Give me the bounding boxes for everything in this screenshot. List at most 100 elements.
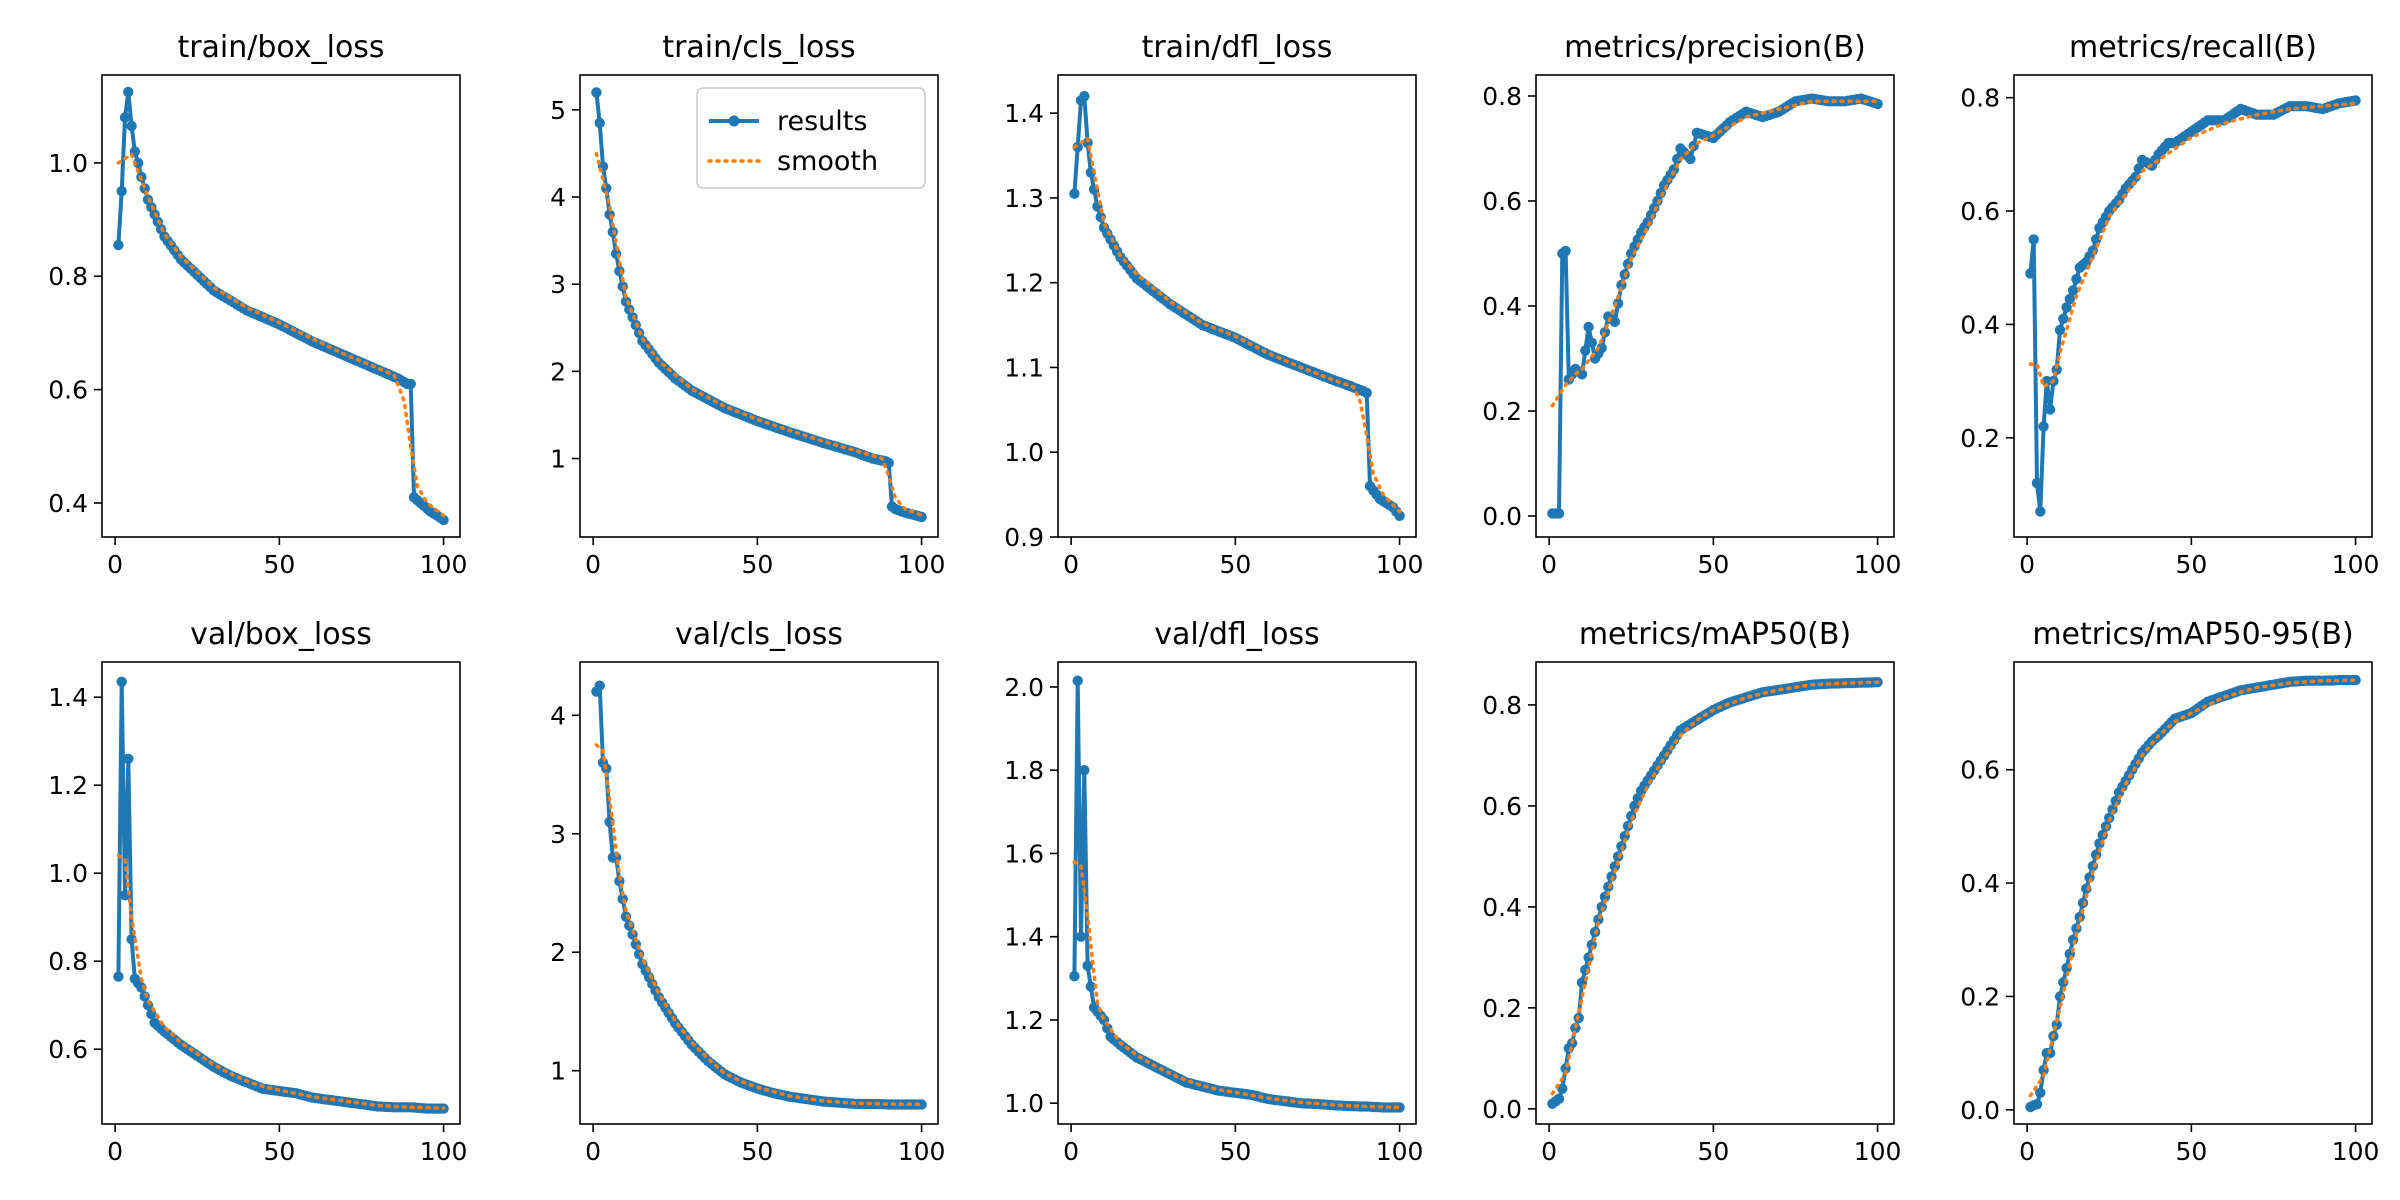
y-tick-label: 0.0 (1960, 1096, 2000, 1125)
plot-area (591, 87, 927, 523)
x-tick-label: 0 (107, 1137, 123, 1166)
x-tick-label: 0 (107, 550, 123, 579)
chart-title: metrics/mAP50(B) (1579, 617, 1851, 652)
y-tick-label: 0.8 (1482, 691, 1522, 720)
legend: results smooth (696, 87, 926, 189)
results-point (123, 753, 134, 764)
results-point (119, 112, 131, 123)
chart-title: metrics/mAP50-95(B) (2032, 617, 2353, 652)
y-tick-label: 1.8 (1004, 756, 1044, 785)
x-tick-label: 50 (263, 550, 295, 579)
axes-frame (1535, 661, 1895, 1125)
results-point (1596, 342, 1607, 354)
chart-title: train/box_loss (177, 30, 384, 65)
x-tick-label: 100 (898, 1137, 946, 1166)
y-tick-label: 1.0 (1004, 438, 1044, 467)
y-tick-label: 1.3 (1004, 184, 1044, 213)
results-point (2058, 313, 2069, 324)
smooth-line (1072, 860, 1402, 1110)
axes-frame (579, 661, 939, 1125)
y-tick-label: 0.4 (1960, 869, 2000, 898)
x-tick-label: 50 (2175, 1137, 2207, 1166)
results-point (1557, 1083, 1568, 1094)
results-point (624, 920, 635, 931)
y-tick-label: 0.6 (1960, 756, 2000, 785)
chart-panel: train/cls_loss 0 50 100 1 2 3 4 5 results smooth (550, 30, 945, 579)
x-tick-label: 100 (2332, 550, 2380, 579)
smooth-line (1550, 99, 1880, 408)
chart-panel: metrics/mAP50-95(B) 0 50 100 0.0 0.2 0.4 0.6 (1960, 617, 2379, 1166)
plot-area (1547, 677, 1883, 1110)
y-tick-label: 0.4 (1482, 292, 1522, 321)
y-tick-label: 1.4 (1004, 923, 1044, 952)
results-point (1079, 91, 1090, 102)
y-tick-label: 3 (550, 270, 566, 299)
results-point (2025, 268, 2036, 279)
y-tick-label: 3 (550, 820, 566, 849)
y-tick-label: 1.0 (1004, 1089, 1044, 1118)
chart-title: metrics/precision(B) (1564, 30, 1866, 65)
results-point (113, 971, 124, 982)
smooth-line (116, 853, 446, 1110)
chart-title: val/dfl_loss (1154, 617, 1319, 652)
chart-title: val/box_loss (190, 617, 372, 652)
y-tick-label: 0.2 (1960, 424, 2000, 453)
results-point (916, 1099, 927, 1110)
axes-frame (1057, 74, 1417, 538)
y-tick-label: 0.2 (1482, 397, 1522, 426)
y-tick-label: 4 (550, 183, 566, 212)
y-tick-label: 0.9 (1004, 523, 1044, 552)
results-point (1586, 337, 1598, 348)
results-point (594, 117, 605, 129)
y-tick-label: 0.4 (48, 489, 88, 518)
results-point (1553, 508, 1565, 519)
smooth-line (594, 743, 924, 1107)
y-tick-label: 1 (550, 445, 566, 474)
x-tick-label: 0 (585, 1137, 601, 1166)
results-point (113, 239, 124, 251)
x-tick-label: 100 (1376, 550, 1424, 579)
results-point (2090, 234, 2102, 245)
results-point (438, 514, 449, 526)
y-tick-label: 4 (550, 701, 566, 730)
x-tick-label: 0 (2019, 1137, 2035, 1166)
axes-frame (1057, 661, 1417, 1125)
x-tick-label: 100 (420, 1137, 468, 1166)
axes-frame (2013, 661, 2373, 1125)
results-point (1085, 981, 1097, 992)
legend-smooth-label: smooth (777, 146, 878, 177)
chart-title: train/dfl_loss (1142, 30, 1333, 65)
results-point (1580, 345, 1591, 356)
results-point (2067, 285, 2079, 296)
results-point (2044, 404, 2056, 415)
chart-title: train/cls_loss (662, 30, 855, 65)
smooth-line (594, 151, 924, 517)
results-point (2035, 506, 2046, 517)
x-tick-label: 50 (1219, 550, 1251, 579)
results-point (1075, 931, 1087, 942)
results-point (1672, 153, 1683, 165)
x-tick-label: 0 (2019, 550, 2035, 579)
y-tick-label: 1.6 (1004, 839, 1044, 868)
results-point (1560, 245, 1571, 257)
y-tick-label: 1.2 (1004, 1006, 1044, 1035)
axes-frame (2013, 74, 2373, 538)
plot-area (2025, 674, 2361, 1113)
x-tick-label: 100 (1854, 550, 1902, 579)
axes-frame (101, 661, 461, 1125)
plot-area (2025, 95, 2361, 517)
axes-frame (101, 74, 461, 538)
results-point (2031, 1099, 2043, 1110)
chart-panel: val/box_loss 0 50 100 0.6 0.8 1.0 1.2 1.4 (48, 617, 467, 1166)
y-tick-label: 0.6 (1482, 187, 1522, 216)
y-tick-label: 0.6 (48, 1035, 88, 1064)
x-tick-label: 100 (420, 550, 468, 579)
y-tick-label: 0.6 (48, 376, 88, 405)
results-point (126, 120, 137, 132)
y-tick-label: 5 (550, 96, 566, 125)
results-point (1576, 369, 1588, 380)
results-point (1082, 960, 1093, 971)
results-point (116, 676, 127, 687)
y-tick-label: 0.0 (1482, 1095, 1522, 1124)
